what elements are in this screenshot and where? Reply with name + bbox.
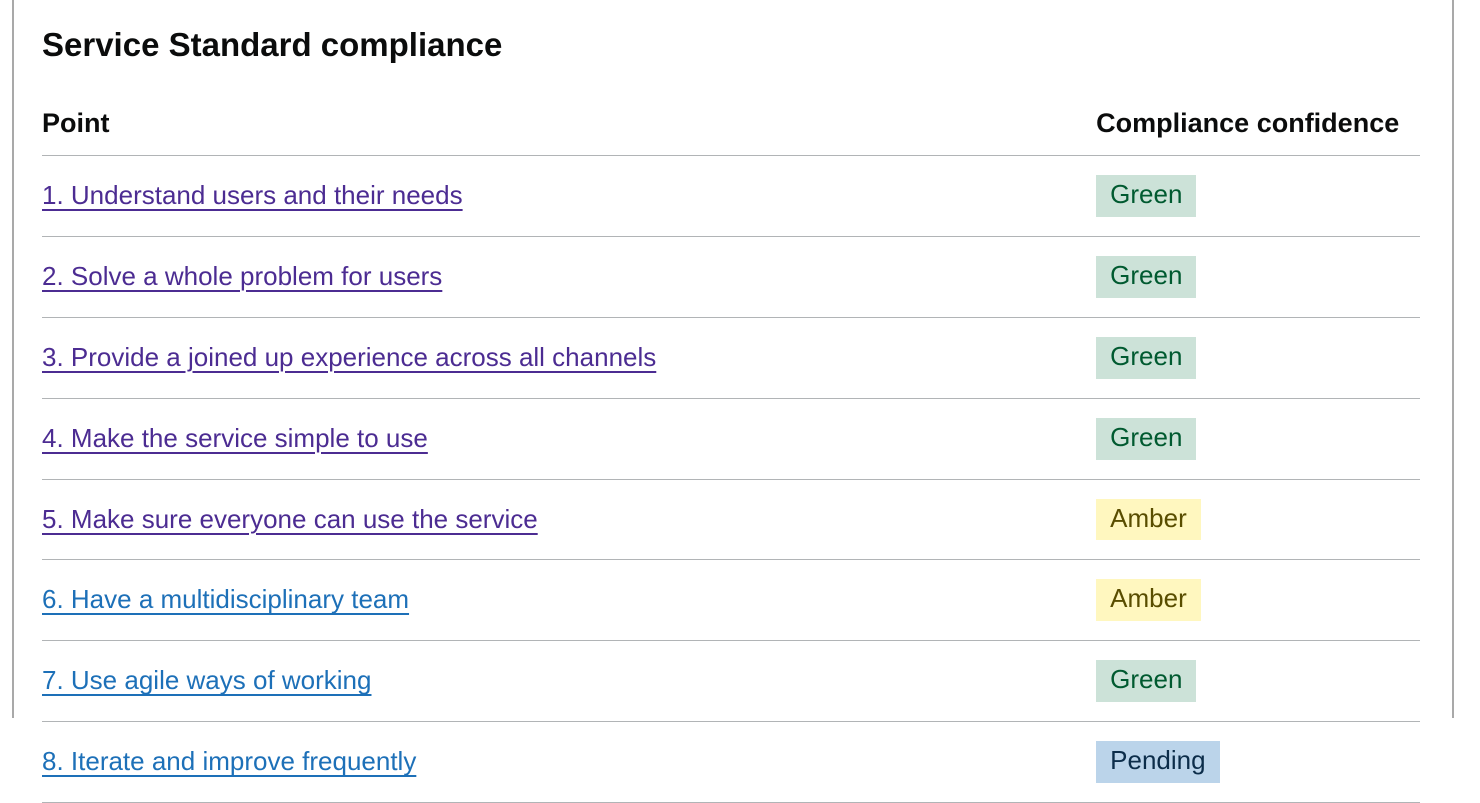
point-link[interactable]: 7. Use agile ways of working	[42, 665, 372, 696]
point-cell: 2. Solve a whole problem for users	[42, 236, 1097, 318]
status-cell: Green	[1096, 236, 1420, 318]
content-panel: Service Standard compliance Point Compli…	[12, 0, 1454, 803]
table-row: 1. Understand users and their needs Gree…	[42, 155, 1420, 237]
point-link[interactable]: 4. Make the service simple to use	[42, 422, 428, 453]
column-header-confidence: Compliance confidence	[1096, 101, 1420, 156]
point-link[interactable]: 8. Iterate and improve frequently	[42, 746, 417, 777]
table-row: 7. Use agile ways of working Green	[42, 640, 1420, 723]
status-cell: Pending	[1096, 721, 1420, 803]
status-cell: Green	[1096, 640, 1420, 723]
table-row: 6. Have a multidisciplinary team Amber	[42, 559, 1420, 642]
column-header-point: Point	[42, 101, 1097, 156]
table-row: 3. Provide a joined up experience across…	[42, 317, 1420, 399]
point-link[interactable]: 5. Make sure everyone can use the servic…	[42, 503, 538, 534]
point-cell: 7. Use agile ways of working	[42, 640, 1097, 723]
point-cell: 4. Make the service simple to use	[42, 398, 1097, 480]
status-tag: Green	[1096, 174, 1197, 217]
point-link[interactable]: 6. Have a multidisciplinary team	[42, 584, 410, 615]
table-header-row: Point Compliance confidence	[42, 101, 1420, 156]
point-link[interactable]: 2. Solve a whole problem for users	[42, 260, 443, 291]
table-row: 5. Make sure everyone can use the servic…	[42, 479, 1420, 561]
point-cell: 1. Understand users and their needs	[42, 155, 1097, 237]
point-link[interactable]: 1. Understand users and their needs	[42, 179, 463, 210]
status-cell: Green	[1096, 155, 1420, 237]
status-tag: Green	[1096, 660, 1197, 703]
table-row: 8. Iterate and improve frequently Pendin…	[42, 721, 1420, 803]
status-cell: Amber	[1096, 479, 1420, 561]
status-tag: Green	[1096, 336, 1197, 379]
status-cell: Green	[1096, 317, 1420, 399]
point-cell: 3. Provide a joined up experience across…	[42, 317, 1097, 399]
compliance-table: Point Compliance confidence 1. Understan…	[42, 101, 1420, 803]
status-tag: Green	[1096, 255, 1197, 298]
table-row: 2. Solve a whole problem for users Green	[42, 236, 1420, 318]
compliance-table-body: 1. Understand users and their needs Gree…	[42, 155, 1420, 803]
status-cell: Amber	[1096, 559, 1420, 642]
point-cell: 6. Have a multidisciplinary team	[42, 559, 1097, 642]
table-row: 4. Make the service simple to use Green	[42, 398, 1420, 480]
status-cell: Green	[1096, 398, 1420, 480]
point-cell: 8. Iterate and improve frequently	[42, 721, 1097, 803]
status-tag: Amber	[1096, 579, 1201, 622]
point-cell: 5. Make sure everyone can use the servic…	[42, 479, 1097, 561]
status-tag: Green	[1096, 417, 1197, 460]
status-tag: Pending	[1096, 741, 1220, 784]
page-title: Service Standard compliance	[42, 26, 503, 63]
status-tag: Amber	[1096, 498, 1201, 541]
point-link[interactable]: 3. Provide a joined up experience across…	[42, 341, 657, 372]
